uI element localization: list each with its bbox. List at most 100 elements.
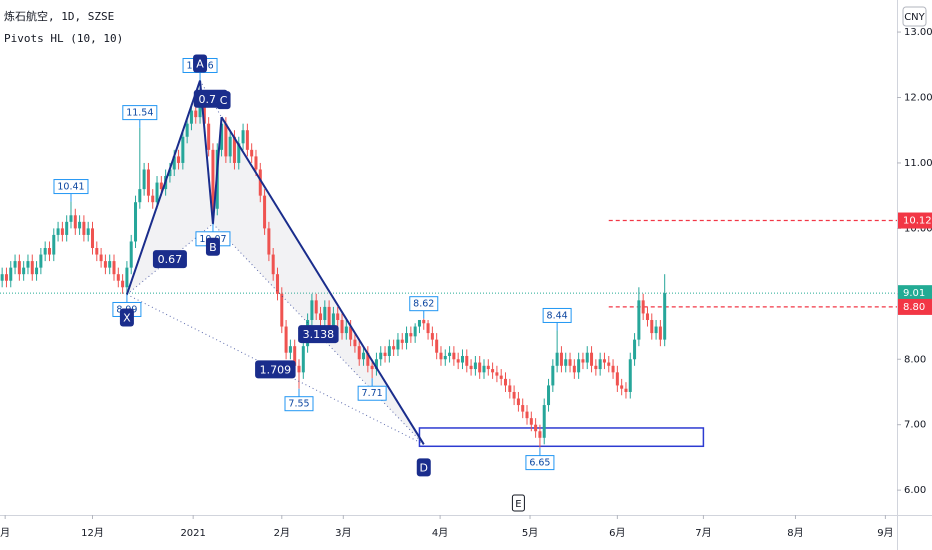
- candle-body: [207, 123, 211, 150]
- candle-body: [645, 313, 649, 320]
- candle-body: [56, 228, 60, 235]
- candle-body: [17, 261, 21, 275]
- candle-body: [323, 306, 327, 320]
- candle-body: [615, 372, 619, 386]
- price-label: 10.12: [903, 216, 932, 227]
- candle-body: [439, 352, 443, 360]
- candle-body: [52, 234, 56, 255]
- x-tick-label: 2021: [180, 528, 205, 539]
- candle-body: [90, 228, 95, 249]
- candle-body: [383, 352, 387, 356]
- candle-body: [220, 123, 224, 150]
- candle-body: [443, 355, 447, 360]
- x-tick-label: 8月: [787, 527, 803, 539]
- candle-body: [581, 359, 585, 363]
- pattern-point-label: A: [196, 57, 204, 70]
- candle-body: [374, 359, 378, 370]
- candle-body: [624, 388, 628, 392]
- candle-body: [362, 352, 366, 360]
- pattern-point-box: [216, 91, 231, 110]
- candle-body: [168, 169, 172, 177]
- pattern-fill: [126, 80, 213, 295]
- candle-body: [151, 195, 155, 203]
- candle-body: [594, 365, 598, 370]
- chart-title: 炼石航空, 1D, SZSE: [4, 9, 114, 23]
- candle-body: [116, 274, 120, 281]
- pivot-box: [357, 385, 387, 401]
- candle-body: [275, 274, 279, 294]
- price-label-bg: [898, 298, 932, 315]
- pattern-point-box: [119, 308, 134, 327]
- candle-body: [73, 215, 77, 229]
- candle-body: [134, 202, 138, 242]
- candle-body: [555, 352, 559, 366]
- candle-body: [654, 326, 658, 334]
- pattern-point-box: [416, 458, 431, 477]
- candle-body: [194, 110, 198, 118]
- candle-body: [658, 326, 662, 340]
- candle-body: [387, 346, 391, 356]
- candle-body: [426, 323, 430, 334]
- candle-body: [491, 369, 495, 373]
- candle-body: [121, 280, 125, 288]
- candle-body: [572, 365, 576, 373]
- candle-body: [405, 333, 409, 343]
- ratio-box: [152, 250, 187, 269]
- x-tick-label: 7月: [695, 527, 711, 539]
- x-tick-label: 6月: [609, 527, 625, 539]
- candle-body: [568, 359, 572, 366]
- candle-body: [142, 169, 146, 190]
- candle-body: [620, 385, 624, 389]
- candle-body: [185, 123, 189, 137]
- ratio-label: 3.138: [303, 328, 335, 341]
- candle-body: [69, 215, 73, 222]
- candle-body: [417, 319, 421, 327]
- candle-body: [297, 365, 301, 373]
- candle-body: [155, 182, 159, 203]
- candle-body: [521, 405, 525, 412]
- candle-body: [224, 123, 228, 157]
- candle-body: [340, 319, 344, 334]
- candle-body: [301, 346, 305, 373]
- candle-body: [637, 300, 641, 340]
- currency-label[interactable]: CNY: [904, 12, 925, 23]
- candle-body: [430, 333, 434, 340]
- candle-body: [336, 313, 340, 320]
- candle-body: [237, 143, 241, 163]
- candle-body: [13, 261, 17, 268]
- x-tick-label: 9月: [877, 527, 893, 539]
- candle-body: [4, 274, 8, 281]
- candle-body: [211, 149, 215, 209]
- candle-body: [508, 385, 512, 392]
- candle-body: [314, 300, 318, 314]
- candle-body: [60, 228, 64, 235]
- candle-body: [482, 365, 486, 373]
- y-tick-label: 11.00: [904, 158, 932, 169]
- candle-body: [263, 195, 267, 229]
- currency-box[interactable]: [902, 6, 927, 27]
- pivot-box: [53, 179, 89, 195]
- candle-body: [598, 359, 602, 370]
- candle-body: [357, 346, 361, 360]
- candle-body: [241, 130, 245, 144]
- candle-body: [413, 326, 417, 337]
- candle-body: [607, 362, 611, 366]
- candle-body: [551, 365, 555, 386]
- candle-body: [129, 241, 133, 268]
- candle-body: [602, 359, 606, 363]
- pivot-label: 7.55: [288, 399, 309, 410]
- candle-body: [177, 156, 181, 163]
- candle-body: [327, 306, 331, 327]
- candle-body: [9, 267, 13, 281]
- candle-body: [478, 362, 482, 373]
- price-label-bg: [898, 212, 932, 229]
- candle-body: [39, 254, 43, 268]
- y-tick-label: 10.00: [904, 223, 932, 234]
- candle-body: [628, 359, 632, 392]
- candle-body: [379, 352, 383, 360]
- pattern-leg: [125, 80, 201, 295]
- earnings-box: [511, 494, 525, 512]
- candle-body: [422, 319, 426, 324]
- pivot-box: [409, 296, 439, 312]
